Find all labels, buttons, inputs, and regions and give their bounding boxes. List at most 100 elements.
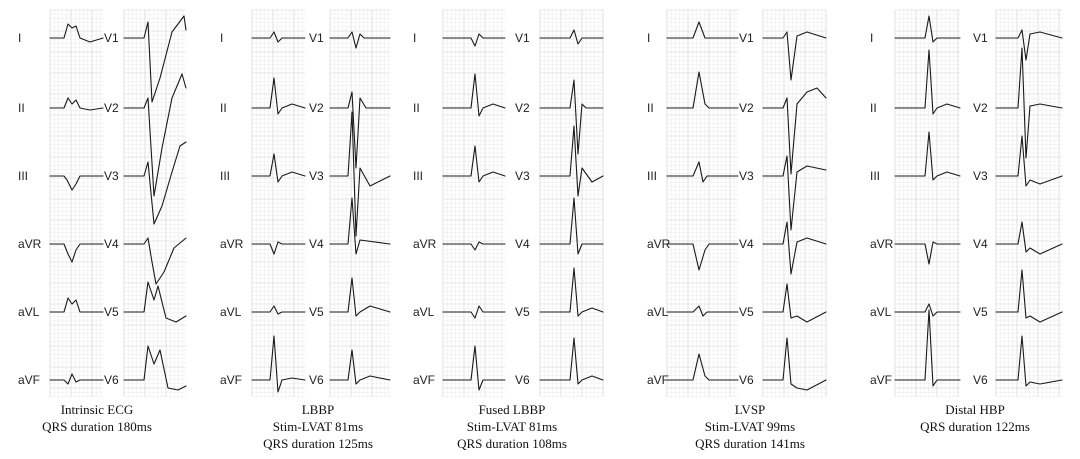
ecg-trace-i <box>442 33 506 47</box>
ecg-trace-v2 <box>762 87 827 175</box>
chest-lead-grid <box>539 9 604 397</box>
panel-lbbp: IIIIIIaVRaVLaVFV1V2V3V4V5V6LBBPStim-LVAT… <box>220 9 391 451</box>
lead-label-avr: aVR <box>220 237 244 251</box>
panel-lvsp: IIIIIIaVRaVLaVFV1V2V3V4V5V6LVSPStim-LVAT… <box>647 9 827 451</box>
ecg-trace-v5 <box>539 267 604 317</box>
lead-label-v1: V1 <box>973 31 988 45</box>
lead-label-v1: V1 <box>309 31 324 45</box>
lead-label-iii: III <box>18 169 28 183</box>
panel-caption-line: QRS duration 122ms <box>920 419 1030 434</box>
ecg-trace-v1 <box>762 31 827 81</box>
lead-label-avr: aVR <box>413 237 437 251</box>
ecg-trace-avl <box>49 297 104 313</box>
lead-label-v2: V2 <box>973 101 988 115</box>
lead-label-v3: V3 <box>739 169 754 183</box>
ecg-trace-v4 <box>762 221 827 275</box>
lead-label-v1: V1 <box>739 31 754 45</box>
chest-lead-grid <box>329 9 390 397</box>
lead-label-v6: V6 <box>515 373 530 387</box>
ecg-trace-v2 <box>123 73 187 197</box>
lead-label-v6: V6 <box>104 373 119 387</box>
lead-label-v4: V4 <box>515 237 530 251</box>
ecg-trace-i <box>666 21 739 39</box>
lead-label-avl: aVL <box>870 305 892 319</box>
ecg-trace-v6 <box>995 335 1063 387</box>
ecg-trace-iii <box>894 131 961 181</box>
limb-lead-grid <box>251 9 305 397</box>
lead-label-iii: III <box>647 169 657 183</box>
ecg-trace-i <box>251 31 306 43</box>
lead-label-v4: V4 <box>739 237 754 251</box>
lead-label-avr: aVR <box>870 237 894 251</box>
ecg-trace-avr <box>251 241 306 255</box>
ecg-trace-avr <box>49 243 104 263</box>
ecg-trace-iii <box>49 175 104 191</box>
ecg-trace-avf <box>666 353 739 381</box>
ecg-trace-v1 <box>123 15 187 103</box>
ecg-trace-avl <box>442 305 506 319</box>
limb-lead-grid <box>442 9 505 397</box>
lead-label-v3: V3 <box>309 169 324 183</box>
ecg-trace-v3 <box>539 125 604 197</box>
ecg-trace-ii <box>49 97 104 111</box>
ecg-trace-v1 <box>329 31 391 49</box>
ecg-trace-v6 <box>123 345 187 391</box>
ecg-trace-ii <box>442 73 506 117</box>
panel-caption-line: QRS duration 180ms <box>42 419 152 434</box>
lead-label-v1: V1 <box>104 31 119 45</box>
lead-label-v4: V4 <box>309 237 324 251</box>
lead-label-v1: V1 <box>515 31 530 45</box>
panel-caption-line: QRS duration 141ms <box>695 436 805 451</box>
lead-label-avf: aVF <box>18 373 40 387</box>
lead-label-v5: V5 <box>515 305 530 319</box>
panel-caption-line: Stim-LVAT 81ms <box>467 419 557 434</box>
ecg-trace-avf <box>251 335 306 393</box>
ecg-trace-i <box>49 23 104 43</box>
lead-label-avr: aVR <box>18 237 42 251</box>
ecg-trace-iii <box>666 161 739 183</box>
ecg-trace-v1 <box>995 29 1063 61</box>
chest-lead-grid <box>123 9 186 397</box>
ecg-trace-v3 <box>123 141 187 225</box>
lead-label-v5: V5 <box>309 305 324 319</box>
lead-label-v4: V4 <box>104 237 119 251</box>
lead-label-avl: aVL <box>220 305 242 319</box>
ecg-trace-avr <box>442 241 506 251</box>
lead-label-v3: V3 <box>104 169 119 183</box>
ecg-trace-avl <box>251 305 306 315</box>
chest-lead-grid <box>762 9 827 397</box>
ecg-trace-v4 <box>329 197 391 255</box>
ecg-trace-v5 <box>995 269 1063 323</box>
lead-label-iii: III <box>220 169 230 183</box>
lead-label-avf: aVF <box>647 373 669 387</box>
panel-caption-line: LBBP <box>302 402 335 417</box>
ecg-trace-v6 <box>762 337 827 391</box>
limb-lead-grid <box>666 9 738 397</box>
ecg-trace-v3 <box>329 111 391 237</box>
ecg-trace-ii <box>666 71 739 109</box>
ecg-trace-avl <box>666 305 739 317</box>
lead-label-i: I <box>413 31 416 45</box>
ecg-trace-v3 <box>762 155 827 231</box>
ecg-trace-v4 <box>539 197 604 255</box>
ecg-trace-avl <box>894 303 961 317</box>
lead-label-v5: V5 <box>973 305 988 319</box>
lead-label-v2: V2 <box>309 101 324 115</box>
lead-label-ii: II <box>220 101 227 115</box>
lead-label-ii: II <box>647 101 654 115</box>
ecg-trace-v3 <box>995 135 1063 187</box>
panel-caption-line: Stim-LVAT 81ms <box>273 419 363 434</box>
ecg-trace-v6 <box>539 337 604 385</box>
lead-label-v2: V2 <box>515 101 530 115</box>
lead-label-i: I <box>647 31 650 45</box>
lead-label-v2: V2 <box>104 101 119 115</box>
lead-label-iii: III <box>413 169 423 183</box>
panel-caption-line: Fused LBBP <box>479 402 546 417</box>
ecg-trace-ii <box>251 77 306 115</box>
ecg-trace-iii <box>442 145 506 183</box>
lead-label-v5: V5 <box>739 305 754 319</box>
ecg-trace-avf <box>442 345 506 391</box>
